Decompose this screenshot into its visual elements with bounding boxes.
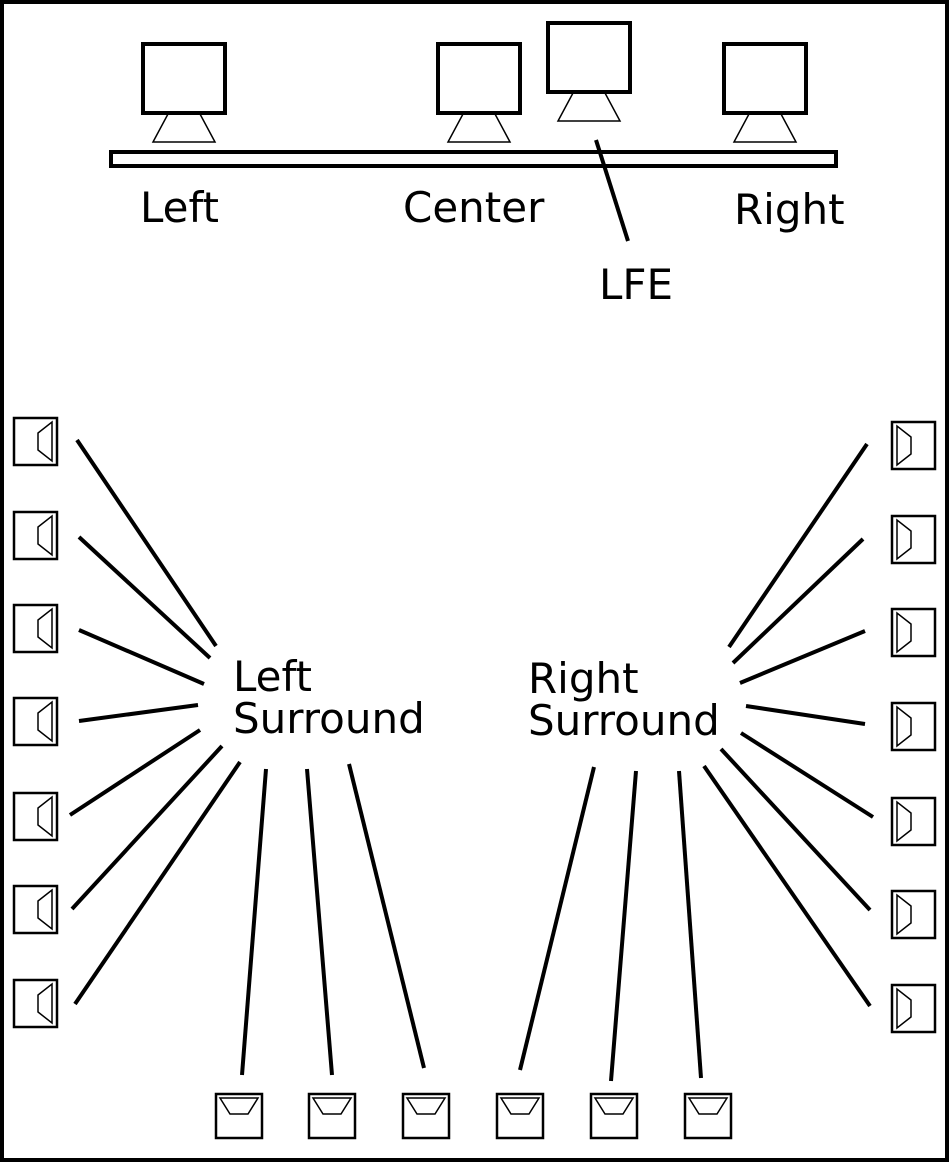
leader-line	[745, 704, 866, 726]
right-surround-speaker	[890, 514, 937, 565]
right-surround-speaker	[890, 607, 937, 658]
leader-line	[75, 438, 218, 648]
left-surround-speaker	[12, 791, 59, 842]
right-surround-speaker	[890, 983, 937, 1034]
rear-surround-speaker	[307, 1092, 357, 1140]
leader-line	[739, 629, 866, 685]
rear-surround-speaker	[495, 1092, 545, 1140]
rear-surround-speaker	[683, 1092, 733, 1140]
leader-line	[78, 628, 205, 686]
right-wall-surround-speakers	[890, 420, 937, 1034]
leader-line	[739, 731, 875, 819]
center-speaker	[436, 42, 522, 143]
left-surround-label: Left Surround	[233, 652, 425, 743]
left-surround-label-line2: Surround	[233, 694, 425, 743]
front-right-label: Right	[734, 185, 845, 234]
leader-line	[240, 768, 268, 1076]
left-surround-leader-lines	[68, 438, 426, 1076]
right-surround-label-line2: Surround	[528, 696, 720, 745]
leader-line	[78, 703, 199, 723]
lfe-speaker	[546, 21, 632, 122]
leader-line	[77, 535, 212, 660]
left-surround-label-line1: Left	[233, 652, 312, 701]
right-surround-speaker	[890, 420, 937, 471]
leader-line	[677, 770, 703, 1079]
front-left-speaker	[141, 42, 227, 143]
leader-line	[702, 764, 872, 1008]
left-surround-speaker	[12, 696, 59, 747]
rear-surround-speaker	[214, 1092, 264, 1140]
front-right-speaker	[722, 42, 808, 143]
center-label: Center	[403, 183, 545, 232]
right-surround-leader-lines	[518, 442, 875, 1082]
front-left-label: Left	[140, 183, 219, 232]
rear-surround-speaker	[589, 1092, 639, 1140]
leader-line	[609, 770, 638, 1082]
leader-line	[727, 442, 869, 649]
right-surround-speaker	[890, 889, 937, 940]
right-surround-speaker	[890, 701, 937, 752]
lfe-label: LFE	[599, 260, 673, 309]
left-surround-speaker	[12, 884, 59, 935]
leader-line	[305, 768, 334, 1076]
left-wall-surround-speakers	[12, 416, 59, 1029]
left-surround-speaker	[12, 510, 59, 561]
left-surround-speaker	[12, 416, 59, 467]
rear-surround-speaker	[401, 1092, 451, 1140]
leader-line	[68, 728, 202, 817]
leader-line	[70, 744, 224, 911]
leader-line	[731, 537, 865, 665]
right-surround-label: Right Surround	[528, 654, 720, 745]
right-surround-speaker	[890, 796, 937, 847]
left-surround-speaker	[12, 978, 59, 1029]
leader-line	[518, 766, 596, 1071]
right-surround-label-line1: Right	[528, 654, 639, 703]
rear-wall-surround-speakers	[214, 1092, 733, 1140]
leader-line	[347, 763, 426, 1069]
screen-bar	[109, 150, 838, 168]
left-surround-speaker	[12, 603, 59, 654]
leader-line	[719, 747, 872, 912]
leader-line	[73, 760, 242, 1006]
lfe-leader-line	[594, 139, 630, 242]
